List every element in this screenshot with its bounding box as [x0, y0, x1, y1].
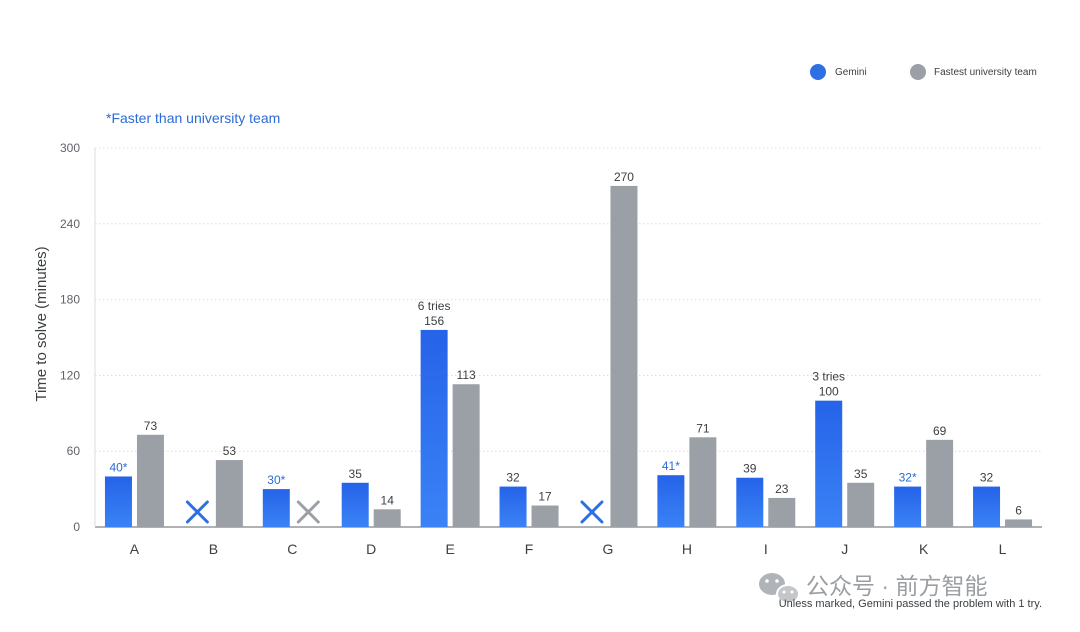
- legend-label-gemini: Gemini: [835, 67, 867, 78]
- bar-g-university: [610, 185, 638, 527]
- y-tick-label-120: 120: [60, 368, 80, 382]
- value-label-h-university: 71: [696, 421, 710, 435]
- bar-c-gemini: [262, 489, 290, 527]
- bar-d-gemini: [341, 482, 369, 527]
- unsolved-mark-c-university: [296, 500, 320, 524]
- value-label-l-gemini: 32: [980, 471, 994, 485]
- bars: [104, 185, 1033, 527]
- value-label-j-university: 35: [854, 467, 868, 481]
- bar-a-university: [136, 434, 164, 527]
- value-label-f-gemini: 32: [506, 471, 520, 485]
- y-axis-title: Time to solve (minutes): [33, 246, 50, 401]
- legend: Gemini Fastest university team: [810, 64, 1037, 80]
- x-tick-label-i: I: [764, 541, 768, 557]
- x-tick-label-a: A: [130, 541, 140, 557]
- x-tick-label-c: C: [287, 541, 297, 557]
- value-label-l-university: 6: [1015, 503, 1022, 517]
- unsolved-mark-g-gemini: [580, 500, 604, 524]
- bar-k-gemini: [894, 486, 922, 527]
- value-label-k-university: 69: [933, 424, 947, 438]
- bar-a-gemini: [104, 476, 132, 527]
- bar-e-gemini: [420, 329, 448, 527]
- y-tick-label-180: 180: [60, 293, 80, 307]
- value-label-k-gemini: 32*: [899, 471, 917, 485]
- value-label-f-university: 17: [538, 490, 552, 504]
- value-label-i-university: 23: [775, 482, 789, 496]
- bar-l-university: [1005, 519, 1033, 527]
- bar-d-university: [373, 509, 401, 527]
- legend-label-university: Fastest university team: [934, 67, 1037, 78]
- x-tick-label-e: E: [445, 541, 454, 557]
- x-tick-label-j: J: [841, 541, 848, 557]
- annotation-j: 3 tries: [812, 370, 845, 384]
- x-tick-label-f: F: [525, 541, 534, 557]
- watermark: 公众号 · 前方智能: [759, 573, 987, 604]
- value-label-a-university: 73: [144, 419, 158, 433]
- bar-e-university: [452, 384, 480, 527]
- x-tick-label-k: K: [919, 541, 929, 557]
- legend-swatch-gemini: [810, 64, 826, 80]
- unsolved-mark-g-gemini-stroke-b: [580, 500, 604, 524]
- x-tick-label-d: D: [366, 541, 376, 557]
- legend-swatch-university: [910, 64, 926, 80]
- bar-b-university: [215, 460, 243, 527]
- bar-i-gemini: [736, 477, 764, 527]
- axes: 0 60 120 180 240 300: [60, 141, 1042, 534]
- value-label-d-gemini: 35: [349, 467, 363, 481]
- y-tick-label-300: 300: [60, 141, 80, 155]
- data-labels: A 40* 73 B 53 C 30* D 35 14 E 156 113 F 32 17 G 270 H 41* 71…: [109, 170, 1022, 557]
- bar-h-gemini: [657, 475, 685, 527]
- value-label-g-university: 270: [614, 170, 634, 184]
- x-tick-label-l: L: [999, 541, 1007, 557]
- bar-i-university: [768, 497, 796, 527]
- bar-f-university: [531, 505, 559, 527]
- bar-k-university: [926, 439, 954, 527]
- x-tick-label-g: G: [603, 541, 614, 557]
- unsolved-mark-b-gemini: [185, 500, 209, 524]
- x-tick-label-h: H: [682, 541, 692, 557]
- value-label-d-university: 14: [381, 493, 395, 507]
- faster-note: *Faster than university team: [106, 110, 280, 126]
- value-label-b-university: 53: [223, 444, 237, 458]
- bar-j-gemini: [815, 400, 843, 527]
- value-label-c-gemini: 30*: [267, 473, 285, 487]
- value-label-j-gemini: 100: [819, 385, 839, 399]
- y-tick-label-240: 240: [60, 217, 80, 231]
- bar-f-gemini: [499, 486, 527, 527]
- legend-item-university: Fastest university team: [910, 64, 1037, 80]
- value-label-a-gemini: 40*: [109, 460, 127, 474]
- legend-item-gemini: Gemini: [810, 64, 867, 80]
- watermark-text: 公众号 · 前方智能: [806, 573, 987, 599]
- value-label-e-university: 113: [457, 368, 476, 382]
- y-tick-label-0: 0: [73, 520, 80, 534]
- bar-l-gemini: [973, 486, 1001, 527]
- value-label-i-gemini: 39: [743, 462, 757, 476]
- unsolved-mark-b-gemini-stroke-b: [185, 500, 209, 524]
- bar-j-university: [847, 482, 875, 527]
- unsolved-mark-c-university-stroke-b: [296, 500, 320, 524]
- x-tick-label-b: B: [209, 541, 218, 557]
- y-tick-label-60: 60: [67, 444, 81, 458]
- value-label-h-gemini: 41*: [662, 459, 680, 473]
- annotation-e: 6 tries: [418, 299, 451, 313]
- gridlines: [95, 147, 1042, 452]
- value-label-e-gemini: 156: [424, 314, 444, 328]
- bar-h-university: [689, 437, 717, 527]
- footnote: Unless marked, Gemini passed the problem…: [779, 598, 1042, 610]
- wechat-icon: [759, 573, 800, 604]
